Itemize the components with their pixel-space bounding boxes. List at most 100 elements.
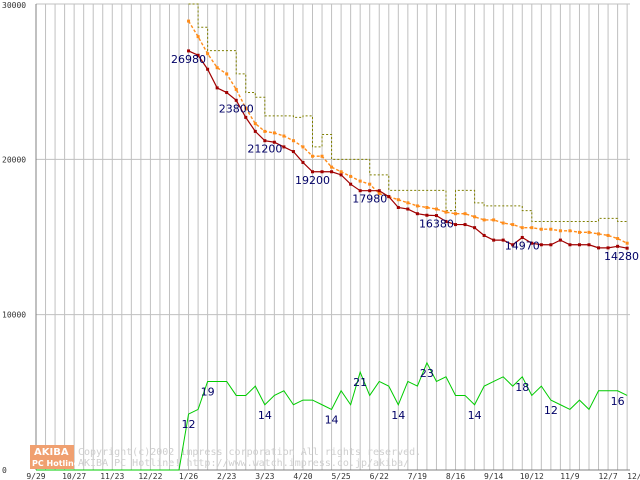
data-point-average	[311, 154, 315, 158]
data-point-average	[530, 226, 534, 230]
data-point-minimum	[301, 160, 305, 164]
data-point-minimum	[616, 244, 620, 248]
data-point-minimum	[215, 86, 219, 90]
data-point-minimum	[368, 189, 372, 193]
data-point-minimum	[311, 170, 315, 174]
min-price-label: 14280	[604, 250, 639, 263]
data-point-minimum	[196, 53, 200, 57]
logo-top-text: AKIBA	[34, 447, 69, 458]
shop-count-label: 23	[420, 367, 434, 380]
data-point-average	[406, 201, 410, 205]
data-point-minimum	[330, 170, 334, 174]
data-point-minimum	[492, 238, 496, 242]
data-point-minimum	[282, 145, 286, 149]
data-point-average	[577, 230, 581, 234]
copyright-watermark: AKIBA PC Hotline Copyright(c)2002 impres…	[30, 445, 421, 469]
data-point-average	[282, 134, 286, 138]
data-point-minimum	[225, 91, 229, 95]
data-point-average	[320, 154, 324, 158]
x-tick-label: 12/22	[138, 472, 162, 480]
x-tick-label: 6/22	[370, 472, 389, 480]
data-point-minimum	[253, 129, 257, 133]
data-point-minimum	[349, 182, 353, 186]
data-point-average	[434, 207, 438, 211]
shop-count-label: 16	[611, 395, 625, 408]
series-group	[36, 3, 629, 471]
data-point-average	[225, 72, 229, 76]
data-point-average	[358, 179, 362, 183]
data-point-minimum	[244, 115, 248, 119]
data-point-minimum	[530, 241, 534, 245]
data-point-minimum	[425, 213, 429, 217]
shop-count-label: 14	[325, 413, 339, 426]
data-point-average	[244, 106, 248, 110]
data-point-average	[272, 131, 276, 135]
data-point-minimum	[597, 246, 601, 250]
akiba-logo	[30, 445, 74, 469]
data-point-average	[520, 226, 524, 230]
data-point-minimum	[454, 223, 458, 227]
x-tick-label: 1/26	[179, 472, 198, 480]
x-tick-label: 3/23	[255, 472, 274, 480]
data-point-average	[482, 218, 486, 222]
x-tick-label: 9/14	[484, 472, 503, 480]
data-point-minimum	[377, 189, 381, 193]
x-tick-label: 12/7	[598, 472, 617, 480]
data-point-average	[616, 237, 620, 241]
data-point-average	[291, 139, 295, 143]
x-tick-label: 11/23	[100, 472, 124, 480]
data-point-minimum	[358, 189, 362, 193]
x-tick-label: 4/20	[293, 472, 312, 480]
data-point-average	[425, 205, 429, 209]
series-line-max	[188, 3, 628, 222]
data-point-minimum	[444, 219, 448, 223]
data-point-average	[587, 230, 591, 234]
data-point-minimum	[272, 140, 276, 144]
data-point-minimum	[482, 233, 486, 237]
data-point-minimum	[539, 243, 543, 247]
data-point-minimum	[568, 243, 572, 247]
data-point-minimum	[406, 207, 410, 211]
data-point-minimum	[434, 214, 438, 218]
data-point-average	[492, 218, 496, 222]
data-point-average	[187, 19, 191, 23]
data-point-minimum	[549, 243, 553, 247]
x-tick-label: 9/29	[26, 472, 45, 480]
data-point-average	[444, 210, 448, 214]
x-tick-label: 8/16	[446, 472, 465, 480]
data-point-minimum	[511, 243, 515, 247]
data-point-average	[263, 129, 267, 133]
data-point-average	[511, 223, 515, 227]
data-point-minimum	[501, 238, 505, 242]
data-point-minimum	[577, 243, 581, 247]
data-point-minimum	[463, 223, 467, 227]
x-tick-label: 2/23	[217, 472, 236, 480]
data-point-average	[473, 215, 477, 219]
shop-count-label: 14	[468, 409, 482, 422]
data-point-average	[215, 66, 219, 70]
data-point-average	[463, 212, 467, 216]
data-point-minimum	[234, 98, 238, 102]
x-tick-label: 10/12	[520, 472, 544, 480]
data-point-minimum	[263, 139, 267, 143]
data-point-average	[558, 229, 562, 233]
x-tick-label: 7/19	[408, 472, 427, 480]
shop-count-label: 12	[182, 418, 196, 431]
logo-bottom-text: PC Hotline	[32, 459, 80, 468]
shop-count-label: 14	[391, 409, 405, 422]
data-point-minimum	[396, 205, 400, 209]
data-point-average	[568, 229, 572, 233]
x-tick-label: 5/25	[331, 472, 350, 480]
data-point-minimum	[473, 226, 477, 230]
min-price-label: 14970	[505, 239, 540, 252]
data-point-minimum	[339, 173, 343, 177]
x-axis: 9/29 10/27 11/23 12/22 1/26 2/23 3/23 4/20 5/25 6…	[26, 472, 640, 480]
data-point-minimum	[587, 243, 591, 247]
data-point-average	[349, 174, 353, 178]
data-point-average	[415, 204, 419, 208]
shop-count-label: 21	[353, 376, 367, 389]
shop-count-label: 12	[544, 404, 558, 417]
copyright-line: Copyright(c)2002 impress corporation All…	[78, 447, 421, 458]
shop-count-label: 14	[258, 409, 272, 422]
